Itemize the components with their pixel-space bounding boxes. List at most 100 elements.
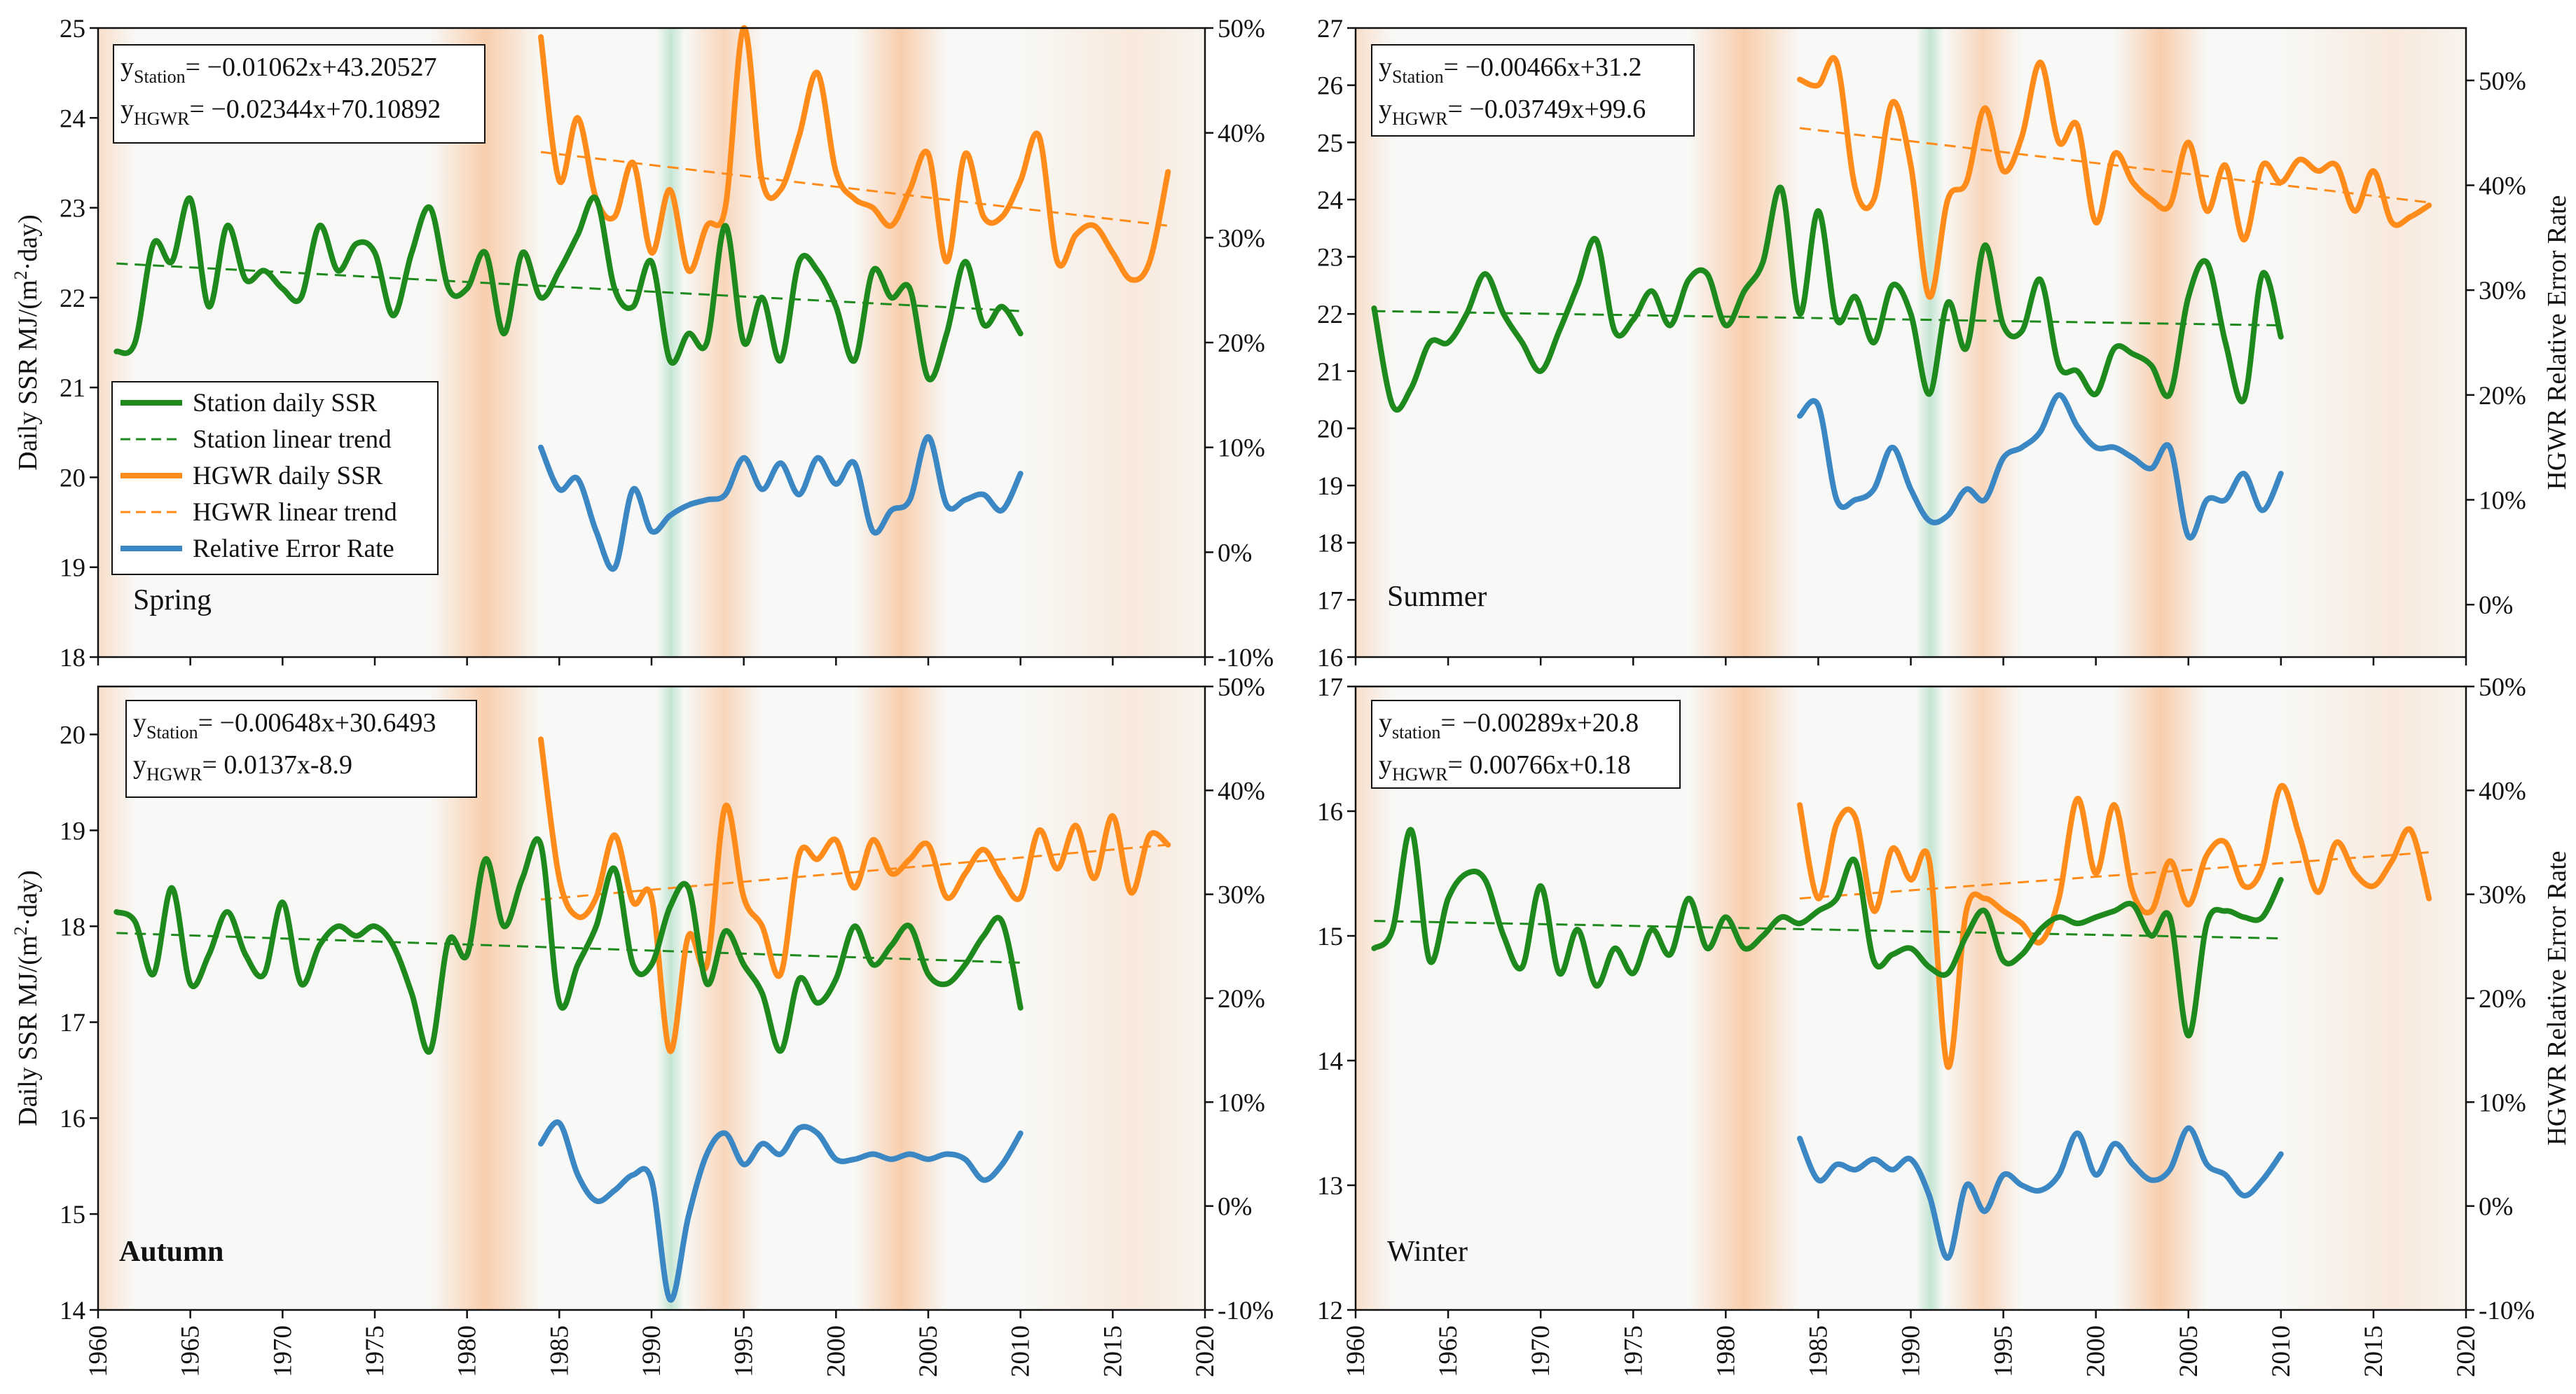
eq-subscript: Station [134,67,186,87]
station-ssr-line [113,836,1024,1055]
background-bands [1356,28,2466,657]
right-tick-label: 20% [2479,985,2526,1014]
background-band [684,686,762,1310]
eq-base: y [133,750,146,780]
left-tick-label: 14 [60,1297,85,1325]
background-band [854,686,947,1310]
x-tick-label: 2015 [1098,1325,1127,1377]
axis-title-sup: 2 [11,270,31,280]
right-tick-label: 10% [1218,1089,1265,1117]
left-axis-title: Daily SSR MJ/(m2·day) [11,870,43,1126]
equation-box [113,44,485,144]
axis-title-tail: ·day) [13,214,43,270]
eq-subscript: HGWR [146,764,202,785]
right-axis-title: HGWR Relative Error Rate [2542,195,2572,490]
eq-rest: = −0.01062x+43.20527 [186,53,437,82]
eq-subscript: Station [1392,67,1444,87]
background-band [2280,28,2466,657]
axis-title-main: Daily SSR MJ/(m [13,280,43,470]
x-tick-label: 1965 [1434,1325,1463,1377]
panel-summer: 16 17 18 19 20 21 22 23 24 25 26 27 0% 10% 20% 30% 40% 50… [1317,15,2572,672]
hgwr-trend-line [1799,851,2430,900]
right-tick-label: 40% [1218,120,1265,149]
background-band [1688,686,1800,1310]
left-tick-label: 18 [1317,530,1343,558]
eq-subscript: HGWR [134,109,190,129]
season-label: Winter [1387,1236,1468,1268]
x-tick-label: 1975 [1619,1325,1648,1377]
right-tick-label: 50% [2479,673,2526,702]
background-band [854,28,947,657]
background-band [2114,28,2207,657]
right-tick-label: 20% [1218,329,1265,358]
eq-rest: = 0.00766x+0.18 [1447,750,1630,780]
equation-text: yStation= −0.00466x+31.2 [1379,53,1641,87]
equation-box [1371,44,1695,137]
x-tick-label: 1985 [545,1325,574,1377]
background-bands [1356,686,2466,1310]
x-tick-label: 2020 [2452,1325,2481,1377]
x-tick-label: 2010 [1007,1325,1035,1377]
eq-base: y [120,95,134,124]
legend-label: Station linear trend [193,425,392,454]
left-tick-label: 16 [1317,798,1343,827]
right-tick-label: 10% [2479,1089,2526,1117]
eq-base: y [1379,750,1392,780]
right-tick-label: 0% [2479,1193,2513,1222]
right-tick-label: 30% [2479,881,2526,910]
left-tick-label: 19 [1317,472,1343,501]
left-tick-label: 19 [60,817,85,846]
right-tick-label: 40% [2479,172,2526,201]
relative-error-line [1797,1125,2284,1261]
x-tick-label: 1990 [638,1325,666,1377]
x-tick-label: 2005 [2175,1325,2203,1377]
equation-text: yStation= −0.01062x+43.20527 [120,53,436,87]
x-tick-label: 1990 [1897,1325,1926,1377]
station-trend-line [1374,920,2281,940]
left-tick-label: 24 [60,104,85,133]
background-band [1356,686,1393,1310]
left-tick-label: 26 [1317,72,1343,101]
eq-subscript: HGWR [1392,109,1448,129]
left-tick-label: 18 [60,644,85,672]
x-tick-label: 2015 [2360,1325,2388,1377]
right-axis-title: HGWR Relative Error Rate [2542,850,2572,1145]
left-tick-label: 22 [1317,301,1343,329]
left-tick-label: 15 [1317,923,1343,951]
background-band [1688,28,1800,657]
season-label: Spring [133,584,212,616]
panel-spring: 18 19 20 21 22 23 24 25 -10% 0% 10% 20% 30% 40% 50% Dai… [11,15,1274,672]
relative-error-line [1797,392,2284,541]
panel-autumn: 14 15 16 17 18 19 20 -10% 0% 10% 20% 30% 40% 50% 1960 1… [11,673,1274,1377]
right-tick-label: 40% [1218,777,1265,806]
left-tick-label: 16 [1317,644,1343,672]
season-label: Summer [1387,581,1487,613]
left-tick-label: 13 [1317,1172,1343,1201]
eq-rest: = −0.03749x+99.6 [1447,95,1646,124]
left-tick-label: 17 [1317,673,1343,702]
x-tick-label: 2000 [822,1325,850,1377]
right-tick-label: 30% [2479,277,2526,305]
eq-base: y [120,53,134,82]
right-tick-label: 0% [1218,539,1252,567]
left-tick-label: 20 [1317,415,1343,443]
axis-title-tail: ·day) [13,870,43,926]
right-tick-label: 0% [2479,591,2513,620]
eq-base: y [133,708,146,738]
eq-rest: = −0.02344x+70.10892 [189,95,441,124]
x-tick-label: 1975 [361,1325,390,1377]
hgwr-trend-line [1799,127,2430,204]
left-tick-label: 14 [1317,1047,1343,1076]
hgwr-ssr-line [1797,55,2432,300]
eq-subscript: station [1392,722,1440,743]
left-tick-label: 24 [1317,186,1343,215]
x-tick-label: 1995 [730,1325,759,1377]
left-tick-label: 17 [1317,586,1343,615]
background-band [2280,686,2466,1310]
eq-rest: = −0.00648x+30.6493 [198,708,436,738]
right-tick-label: 50% [2479,67,2526,96]
relative-error-line [538,1119,1024,1303]
eq-subscript: HGWR [1392,764,1448,785]
axis-title-main: Daily SSR MJ/(m [13,935,43,1126]
x-tick-label: 2000 [2082,1325,2111,1377]
